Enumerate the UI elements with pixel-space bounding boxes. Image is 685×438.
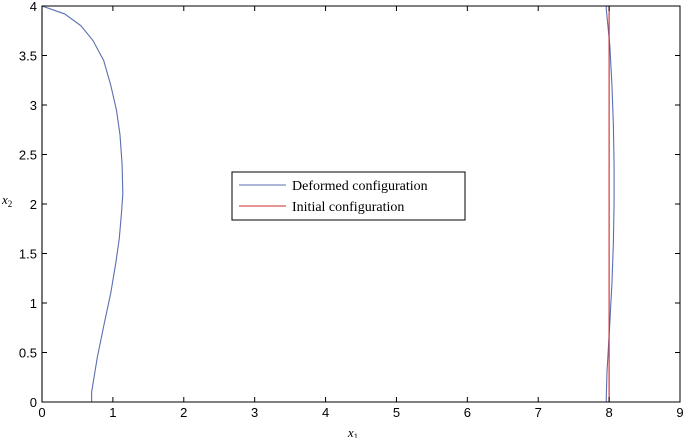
y-tick-label: 1 [30, 296, 37, 311]
x-tick-label: 8 [605, 405, 612, 420]
y-tick-label: 2 [30, 197, 37, 212]
y-axis: 0 0.5 1 1.5 2 2.5 3 3.5 4 [19, 0, 680, 410]
x-axis-label: x1 [347, 425, 358, 438]
x-axis: 0 1 2 3 4 5 6 7 8 9 [38, 6, 684, 420]
x-tick-label: 7 [535, 405, 542, 420]
legend-label-deformed: Deformed configuration [292, 179, 428, 194]
legend-box [231, 171, 466, 221]
x-tick-label: 2 [180, 405, 187, 420]
x-tick-label: 1 [109, 405, 116, 420]
legend: Deformed configuration Initial configura… [231, 171, 466, 221]
legend-label-initial: Initial configuration [292, 200, 404, 215]
y-tick-label: 0 [30, 395, 37, 410]
y-tick-label: 0.5 [19, 346, 37, 361]
x-tick-label: 6 [464, 405, 471, 420]
y-tick-label: 1.5 [19, 247, 37, 262]
series-line-deformed [41, 5, 615, 403]
y-tick-label: 4 [30, 0, 37, 14]
x-tick-label: 9 [676, 405, 683, 420]
y-tick-label: 3 [30, 98, 37, 113]
x-tick-label: 3 [251, 405, 258, 420]
y-axis-label: x2 [1, 192, 12, 209]
x-tick-label: 0 [38, 405, 45, 420]
y-tick-label: 3.5 [19, 49, 37, 64]
x-tick-label: 4 [322, 405, 329, 420]
y-tick-label: 2.5 [19, 148, 37, 163]
x-tick-label: 5 [393, 405, 400, 420]
